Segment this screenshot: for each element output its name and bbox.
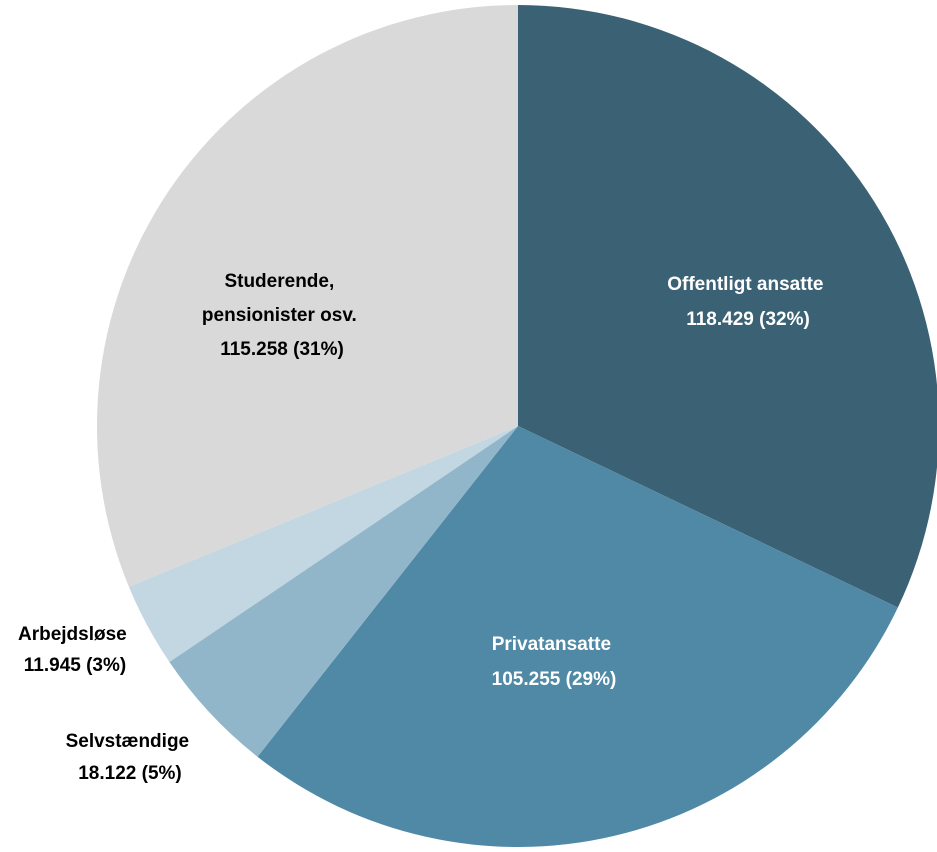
- slice-label-name-line2: pensionister osv.: [202, 305, 357, 326]
- pie-slice-selvstaendige: [169, 426, 518, 757]
- slice-label-name: Offentligt ansatte: [667, 274, 823, 295]
- slice-label-value: 105.255 (29%): [492, 669, 617, 690]
- slice-label-value: 18.122 (5%): [78, 763, 182, 784]
- slice-label-privatansatte: Privatansatte 105.255 (29%): [492, 634, 617, 690]
- pie-slice-privatansatte: [257, 426, 898, 847]
- slice-label-name: Arbejdsløse: [18, 624, 127, 645]
- slice-label-name: Privatansatte: [492, 634, 611, 655]
- slice-label-arbejdsloese: Arbejdsløse 11.945 (3%): [18, 624, 132, 676]
- slice-label-value: 11.945 (3%): [24, 655, 126, 676]
- pie-slice-arbejdsloese: [128, 426, 518, 663]
- slice-label-value: 115.258 (31%): [220, 339, 344, 360]
- slice-label-selvstaendige: Selvstændige 18.122 (5%): [66, 731, 195, 784]
- pie-slice-studerende: [97, 5, 518, 587]
- pie-slice-offentligt-ansatte: [518, 5, 937, 608]
- slice-label-offentligt-ansatte: Offentligt ansatte 118.429 (32%): [667, 274, 829, 330]
- slice-label-name: Selvstændige: [66, 731, 190, 752]
- pie-slices: [97, 5, 937, 847]
- slice-label-studerende: Studerende, pensionister osv. 115.258 (3…: [202, 271, 362, 360]
- slice-label-name-line1: Studerende,: [224, 271, 334, 292]
- slice-label-value: 118.429 (32%): [686, 309, 810, 330]
